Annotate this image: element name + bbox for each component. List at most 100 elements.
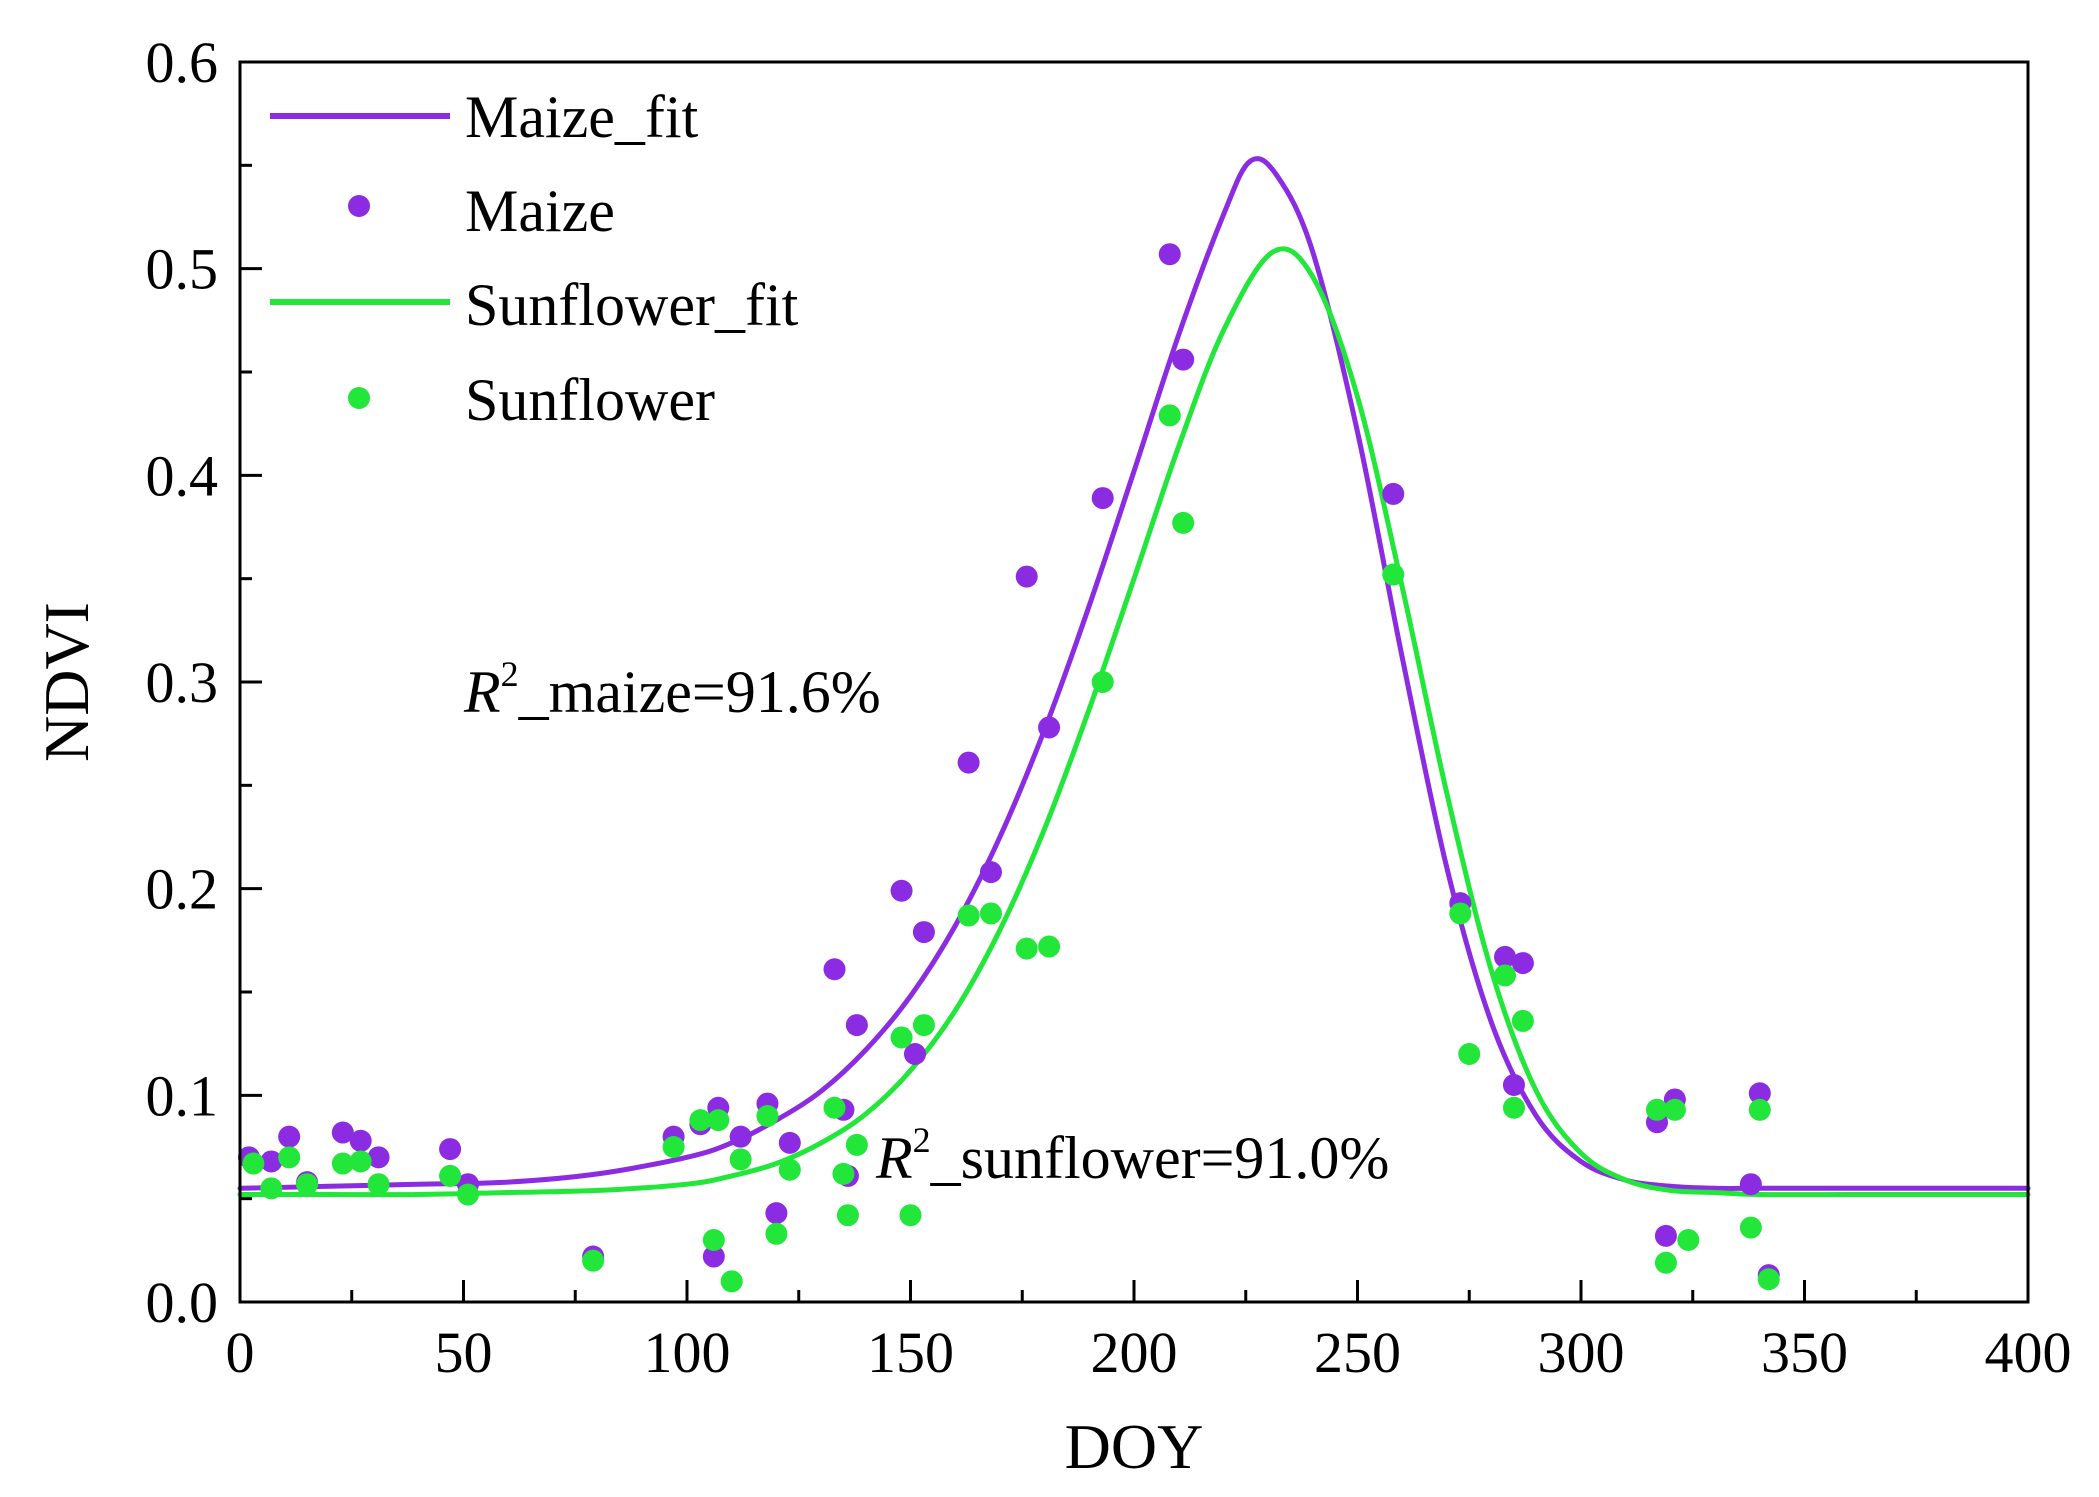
annotation-r2-maize: R2_maize=91.6% (463, 654, 881, 725)
sunflower-point (1038, 935, 1061, 958)
sunflower-point (582, 1249, 605, 1272)
legend-label-sunflower-fit: Sunflower_fit (465, 272, 799, 338)
sunflower-point (778, 1158, 801, 1181)
maize-point (845, 1014, 868, 1037)
maize-point (260, 1150, 283, 1173)
sunflower-point (1091, 671, 1114, 693)
x-axis-label: DOY (1065, 1411, 1204, 1482)
x-tick-label: 400 (1985, 1320, 2072, 1385)
sunflower-point (689, 1109, 712, 1132)
maize-point (890, 879, 913, 902)
maize-point (1748, 1082, 1771, 1105)
maize-point (278, 1125, 301, 1148)
sunflower-point (278, 1146, 301, 1169)
sunflower-point (331, 1152, 354, 1175)
sunflower-point (707, 1109, 730, 1132)
sunflower-point (1015, 937, 1038, 960)
r-symbol-sunflower: R (875, 1125, 913, 1191)
legend-swatch-sunflower (348, 387, 370, 409)
sunflower-point (912, 1014, 935, 1037)
maize-point (1654, 1224, 1677, 1247)
maize-points (237, 243, 1780, 1287)
sunflower-point (702, 1229, 725, 1251)
tick-labels-layer: 0 50 100 150 200 250 300 350 400 0.0 0.1 0.2 0.3 0.4 0… (146, 30, 2072, 1385)
sunflower-point (729, 1148, 752, 1171)
sunflower-point (1449, 902, 1472, 925)
sunflower-point (1458, 1043, 1481, 1065)
r2-sunflower-text: _sunflower=91.0% (930, 1125, 1390, 1191)
legend-swatch-maize (348, 195, 370, 217)
annotation-r2-sunflower: R2_sunflower=91.0% (875, 1120, 1389, 1191)
scatter-points-layer (237, 243, 1780, 1293)
sunflower-point (845, 1133, 868, 1156)
maize-point (765, 1202, 788, 1225)
legend-label-sunflower: Sunflower (465, 367, 715, 433)
x-tick-label: 300 (1538, 1320, 1625, 1385)
sunflower-fit-line (237, 246, 2031, 1198)
sunflower-point (899, 1204, 922, 1227)
maize-point (367, 1146, 390, 1169)
tick-marks-layer (238, 60, 2030, 1304)
sunflower-point (1382, 563, 1405, 586)
maize-point (957, 751, 980, 774)
r-power-sunflower: 2 (913, 1120, 931, 1160)
y-tick-label: 0.2 (146, 857, 219, 922)
sunflower-point (756, 1105, 779, 1127)
maize-point (1511, 952, 1534, 975)
maize-point (1091, 487, 1114, 510)
sunflower-point (1158, 404, 1181, 427)
maize-point (1382, 482, 1405, 505)
y-tick-label: 0.0 (146, 1270, 219, 1335)
sunflower-point (1494, 964, 1517, 987)
sunflower-point (242, 1152, 265, 1175)
r-symbol-maize: R (463, 659, 501, 725)
sunflower-point (1748, 1098, 1771, 1121)
maize-point (979, 861, 1002, 884)
y-axis-label: NDVI (31, 602, 102, 762)
sunflower-point (1172, 511, 1195, 534)
maize-point (439, 1138, 462, 1161)
x-tick-label: 350 (1761, 1320, 1848, 1385)
sunflower-point (890, 1026, 913, 1049)
legend-label-maize-fit: Maize_fit (465, 84, 699, 150)
y-tick-label: 0.4 (146, 443, 219, 508)
r2-maize-text: _maize=91.6% (518, 659, 881, 725)
sunflower-point (662, 1136, 685, 1158)
maize-point (331, 1121, 354, 1144)
legend: Maize_fit Maize Sunflower_fit Sunflower (270, 84, 799, 433)
sunflower-point (1645, 1098, 1668, 1121)
r-power-maize: 2 (501, 654, 519, 694)
y-tick-label: 0.1 (146, 1063, 219, 1128)
sunflower-point (1502, 1096, 1525, 1119)
maize-point (1502, 1074, 1525, 1096)
x-tick-label: 250 (1314, 1320, 1401, 1385)
sunflower-points (242, 404, 1780, 1293)
sunflower-point (979, 902, 1002, 925)
maize-point (1038, 716, 1061, 739)
fit-lines-layer (237, 156, 2031, 1198)
x-tick-label: 200 (1091, 1320, 1178, 1385)
sunflower-point (836, 1204, 859, 1227)
maize-point (1015, 565, 1038, 588)
maize-point (702, 1245, 725, 1268)
sunflower-point (260, 1177, 283, 1200)
maize-point (729, 1125, 752, 1148)
maize-point (1739, 1173, 1762, 1196)
sunflower-point (765, 1222, 788, 1245)
sunflower-point (957, 904, 980, 927)
x-tick-label: 0 (226, 1320, 255, 1385)
sunflower-point (349, 1150, 372, 1173)
x-tick-label: 50 (435, 1320, 493, 1385)
maize-point (903, 1043, 926, 1065)
sunflower-point (1739, 1216, 1762, 1239)
maize-point (778, 1131, 801, 1154)
maize-point (1172, 348, 1195, 371)
sunflower-point (720, 1270, 743, 1293)
sunflower-point (1757, 1268, 1780, 1291)
maize-point (823, 958, 846, 981)
sunflower-point (832, 1162, 855, 1185)
y-tick-label: 0.5 (146, 237, 219, 302)
sunflower-point (1663, 1098, 1686, 1121)
y-tick-label: 0.3 (146, 650, 219, 715)
